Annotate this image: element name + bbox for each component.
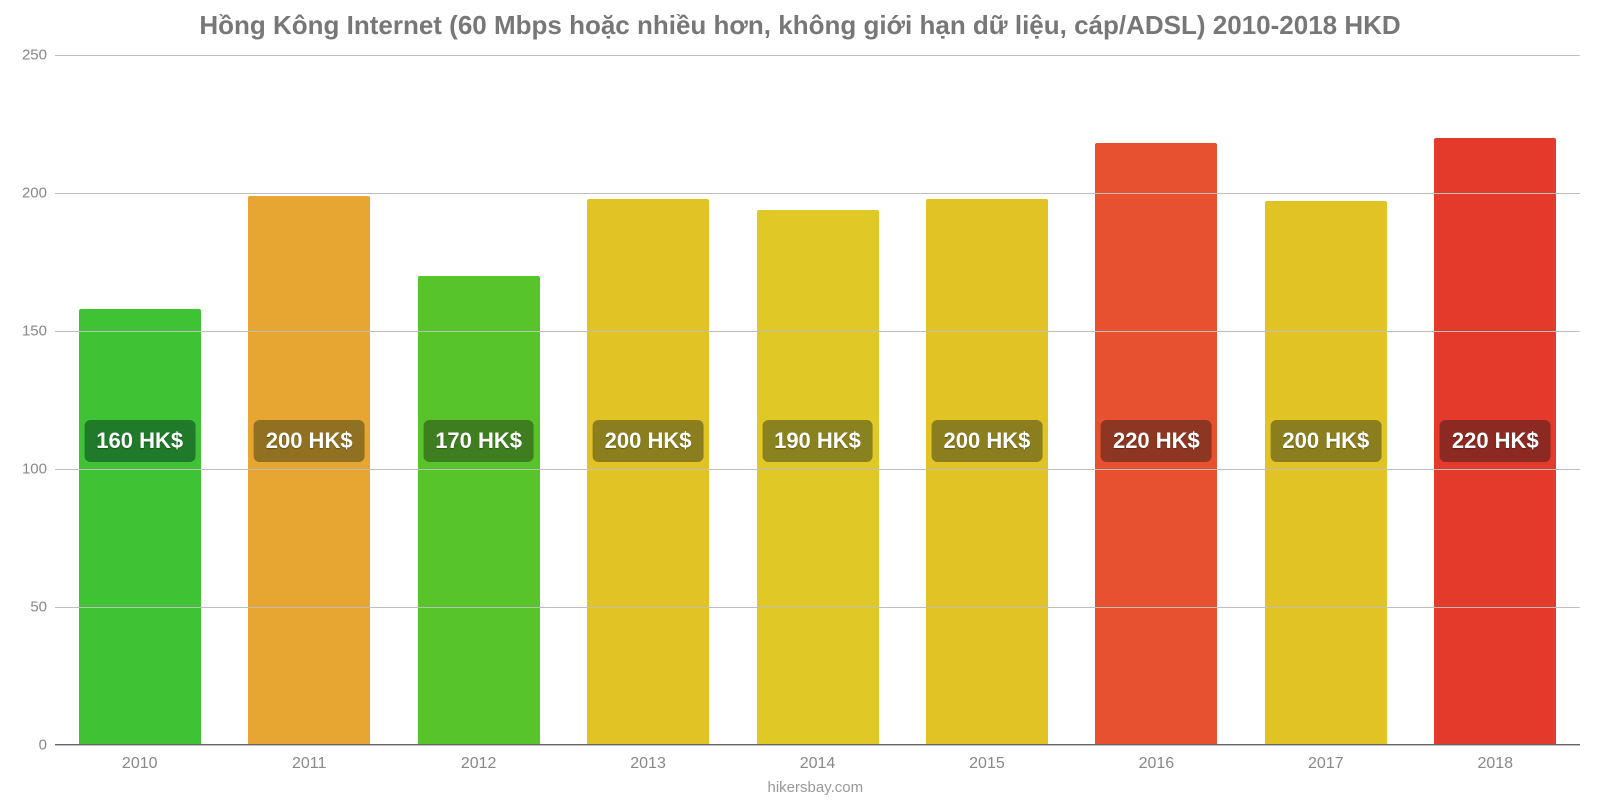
bar-value-label: 170 HK$ [423,420,534,462]
bar [248,196,370,745]
y-tick-label: 100 [15,461,47,478]
x-tick-label: 2017 [1308,755,1344,773]
bar [587,199,709,745]
gridline [55,55,1580,56]
bar-value-label: 200 HK$ [932,420,1043,462]
gridline [55,193,1580,194]
y-tick-label: 0 [15,737,47,754]
gridline [55,331,1580,332]
bar-value-label: 200 HK$ [1270,420,1381,462]
source-label: hikersbay.com [768,779,864,796]
y-tick-label: 150 [15,323,47,340]
bars-layer [55,55,1580,745]
x-tick-label: 2014 [800,755,836,773]
x-tick-label: 2013 [630,755,666,773]
x-tick-label: 2015 [969,755,1005,773]
bar-value-label: 220 HK$ [1440,420,1551,462]
x-tick-label: 2018 [1477,755,1513,773]
y-tick-label: 200 [15,185,47,202]
plot-area [55,55,1580,745]
x-tick-label: 2010 [122,755,158,773]
y-tick-label: 50 [15,599,47,616]
bar [418,276,540,745]
x-tick-label: 2011 [292,755,326,773]
bar-value-label: 200 HK$ [593,420,704,462]
bar-value-label: 200 HK$ [254,420,365,462]
bar [79,309,201,745]
bar [757,210,879,745]
bar-value-label: 160 HK$ [84,420,195,462]
gridline [55,745,1580,746]
x-tick-label: 2012 [461,755,497,773]
gridline [55,607,1580,608]
chart-title: Hồng Kông Internet (60 Mbps hoặc nhiều h… [0,0,1600,41]
bar [1265,201,1387,745]
x-tick-label: 2016 [1139,755,1175,773]
bar-value-label: 220 HK$ [1101,420,1212,462]
gridline [55,469,1580,470]
bar-value-label: 190 HK$ [762,420,873,462]
bar [926,199,1048,745]
y-tick-label: 250 [15,47,47,64]
bar-chart: Hồng Kông Internet (60 Mbps hoặc nhiều h… [0,0,1600,800]
